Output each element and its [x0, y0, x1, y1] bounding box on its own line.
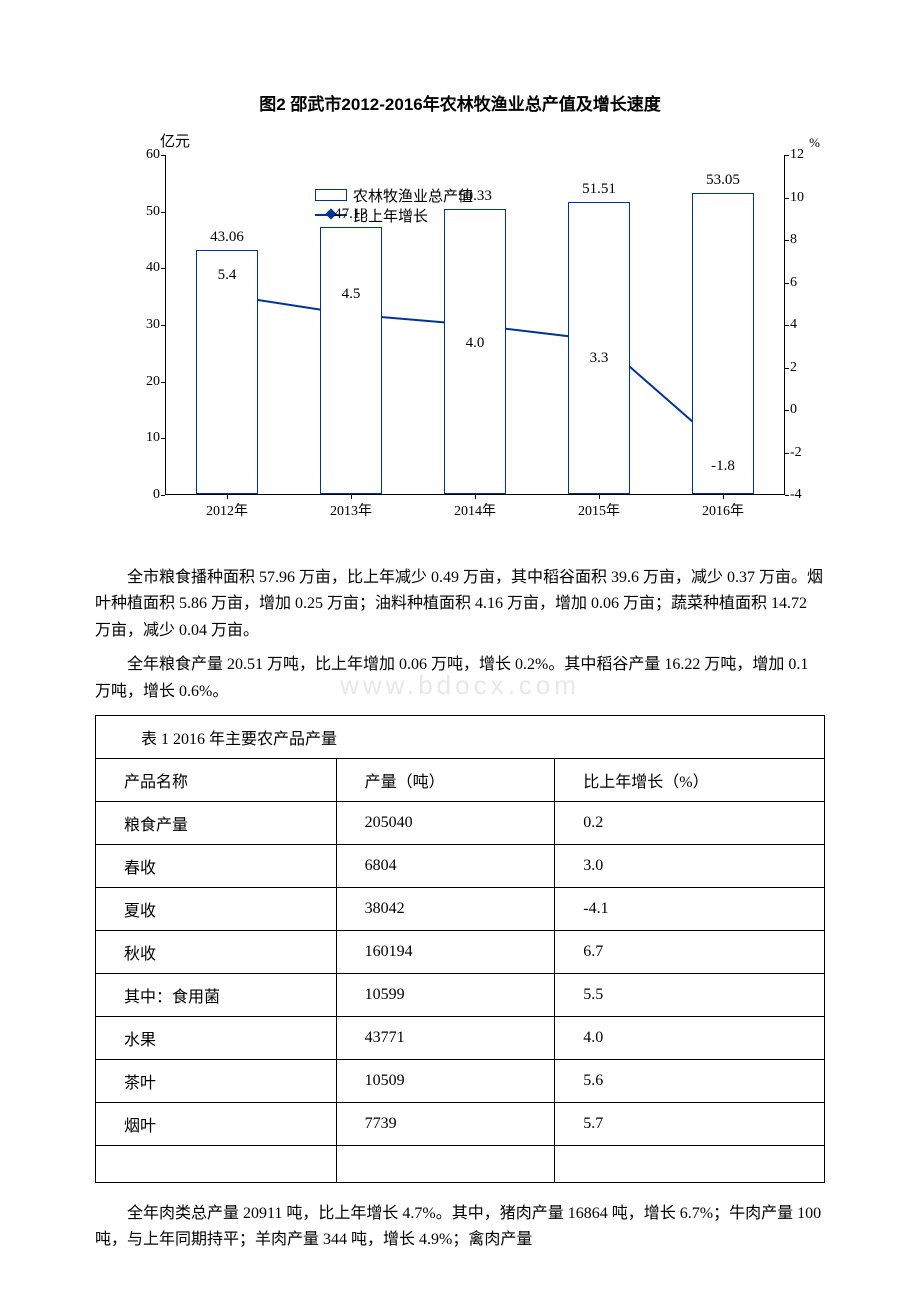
ytick-left: 30: [130, 317, 160, 333]
bar-value-label: 47.13: [311, 206, 391, 223]
table-cell: 其中：食用菌: [96, 973, 337, 1016]
table-cell: 7739: [336, 1102, 555, 1145]
ytick-right: 4: [790, 317, 815, 333]
chart-bar: [568, 202, 630, 494]
table-cell: 43771: [336, 1016, 555, 1059]
bar-value-label: 43.06: [187, 229, 267, 246]
table-caption: 表 1 2016 年主要农产品产量: [96, 715, 825, 758]
table-cell: 6804: [336, 844, 555, 887]
combo-chart: 亿元 % 农林牧渔业总产值 比上年增长 0102030405060-4-2024…: [100, 130, 820, 530]
bar-value-label: 50.33: [435, 188, 515, 205]
table-row: 粮食产量2050400.2: [96, 801, 825, 844]
chart-ylabel-left: 亿元: [160, 130, 190, 151]
table-cell: 秋收: [96, 930, 337, 973]
ytick-left: 60: [130, 147, 160, 163]
table-cell: 10599: [336, 973, 555, 1016]
xtick-label: 2012年: [177, 500, 277, 520]
chart-bar: [196, 250, 258, 494]
table-cell: 160194: [336, 930, 555, 973]
table-cell: 夏收: [96, 887, 337, 930]
table-row: 水果437714.0: [96, 1016, 825, 1059]
ytick-right: 10: [790, 190, 815, 206]
line-value-label: 4.5: [321, 286, 381, 303]
ytick-right: 0: [790, 402, 815, 418]
paragraph-1: 全市粮食播种面积 57.96 万亩，比上年减少 0.49 万亩，其中稻谷面积 3…: [95, 565, 825, 644]
line-value-label: 5.4: [197, 267, 257, 284]
table-cell: [96, 1145, 337, 1182]
table-cell: 38042: [336, 887, 555, 930]
table-cell: 205040: [336, 801, 555, 844]
line-value-label: 4.0: [445, 335, 505, 352]
ytick-left: 50: [130, 204, 160, 220]
table-row: 秋收1601946.7: [96, 930, 825, 973]
table-row: 其中：食用菌105995.5: [96, 973, 825, 1016]
table-cell: 烟叶: [96, 1102, 337, 1145]
ytick-right: -2: [790, 445, 815, 461]
table-cell: 春收: [96, 844, 337, 887]
table-col-header: 产品名称: [96, 758, 337, 801]
table-row: 烟叶77395.7: [96, 1102, 825, 1145]
table-row: [96, 1145, 825, 1182]
table-cell: 0.2: [555, 801, 825, 844]
line-value-label: 3.3: [569, 350, 629, 367]
ytick-left: 40: [130, 260, 160, 276]
table-cell: 5.6: [555, 1059, 825, 1102]
table-cell: 3.0: [555, 844, 825, 887]
ytick-left: 20: [130, 374, 160, 390]
xtick-label: 2015年: [549, 500, 649, 520]
table-cell: 水果: [96, 1016, 337, 1059]
line-value-label: -1.8: [693, 458, 753, 475]
ytick-right: 6: [790, 275, 815, 291]
table-cell: 5.7: [555, 1102, 825, 1145]
ytick-right: 2: [790, 360, 815, 376]
table-row: 夏收38042-4.1: [96, 887, 825, 930]
chart-plot-area: 农林牧渔业总产值 比上年增长 0102030405060-4-202468101…: [165, 155, 785, 495]
table-cell: 4.0: [555, 1016, 825, 1059]
xtick-label: 2013年: [301, 500, 401, 520]
table-cell: 5.5: [555, 973, 825, 1016]
ytick-left: 0: [130, 487, 160, 503]
ytick-right: 12: [790, 147, 815, 163]
bar-value-label: 51.51: [559, 181, 639, 198]
products-table: 表 1 2016 年主要农产品产量 产品名称产量（吨）比上年增长（%） 粮食产量…: [95, 715, 825, 1183]
xtick-label: 2016年: [673, 500, 773, 520]
table-cell: [336, 1145, 555, 1182]
table-cell: 茶叶: [96, 1059, 337, 1102]
table-cell: 粮食产量: [96, 801, 337, 844]
chart-bar: [320, 227, 382, 494]
chart-bar: [692, 193, 754, 494]
paragraph-2: 全年粮食产量 20.51 万吨，比上年增加 0.06 万吨，增长 0.2%。其中…: [95, 652, 825, 705]
bar-value-label: 53.05: [683, 172, 763, 189]
table-row: 茶叶105095.6: [96, 1059, 825, 1102]
table-cell: [555, 1145, 825, 1182]
table-row: 春收68043.0: [96, 844, 825, 887]
paragraph-3: 全年肉类总产量 20911 吨，比上年增长 4.7%。其中，猪肉产量 16864…: [95, 1201, 825, 1254]
ytick-left: 10: [130, 430, 160, 446]
table-body: 粮食产量2050400.2春收68043.0夏收38042-4.1秋收16019…: [96, 801, 825, 1182]
ytick-right: -4: [790, 487, 815, 503]
xtick-label: 2014年: [425, 500, 525, 520]
table-col-header: 比上年增长（%）: [555, 758, 825, 801]
table-cell: 6.7: [555, 930, 825, 973]
chart-title: 图2 邵武市2012-2016年农林牧渔业总产值及增长速度: [95, 90, 825, 115]
table-cell: 10509: [336, 1059, 555, 1102]
ytick-right: 8: [790, 232, 815, 248]
table-cell: -4.1: [555, 887, 825, 930]
table-col-header: 产量（吨）: [336, 758, 555, 801]
table-header-row: 产品名称产量（吨）比上年增长（%）: [96, 758, 825, 801]
